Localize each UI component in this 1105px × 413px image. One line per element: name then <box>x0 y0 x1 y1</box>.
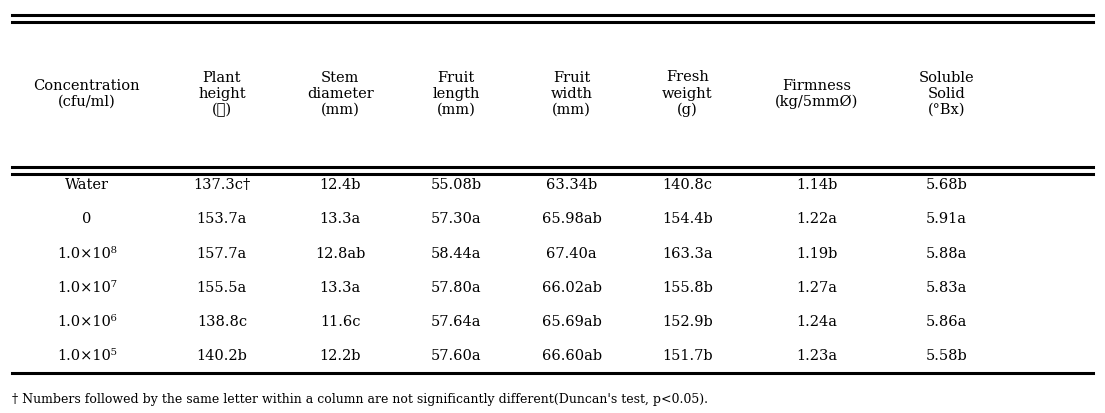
Text: 1.0×10⁷: 1.0×10⁷ <box>57 280 117 294</box>
Text: 55.08b: 55.08b <box>431 178 482 192</box>
Text: 5.91a: 5.91a <box>926 212 967 226</box>
Text: 140.8c: 140.8c <box>663 178 713 192</box>
Text: 1.0×10⁵: 1.0×10⁵ <box>56 349 117 363</box>
Text: 138.8c: 138.8c <box>197 314 246 328</box>
Text: 63.34b: 63.34b <box>546 178 598 192</box>
Text: 66.60ab: 66.60ab <box>541 349 602 363</box>
Text: 5.86a: 5.86a <box>926 314 967 328</box>
Text: 66.02ab: 66.02ab <box>541 280 602 294</box>
Text: 13.3a: 13.3a <box>319 280 361 294</box>
Text: 151.7b: 151.7b <box>662 349 713 363</box>
Text: Fruit
length
(mm): Fruit length (mm) <box>432 71 480 117</box>
Text: 155.8b: 155.8b <box>662 280 713 294</box>
Text: † Numbers followed by the same letter within a column are not significantly diff: † Numbers followed by the same letter wi… <box>12 392 708 405</box>
Text: 65.69ab: 65.69ab <box>541 314 602 328</box>
Text: 1.14b: 1.14b <box>797 178 838 192</box>
Text: 12.2b: 12.2b <box>319 349 361 363</box>
Text: 153.7a: 153.7a <box>197 212 248 226</box>
Text: 5.83a: 5.83a <box>926 280 967 294</box>
Text: Plant
height
(㎍): Plant height (㎍) <box>198 70 245 117</box>
Text: 1.27a: 1.27a <box>797 280 838 294</box>
Text: 1.23a: 1.23a <box>797 349 838 363</box>
Text: 11.6c: 11.6c <box>320 314 360 328</box>
Text: Concentration
(cfu/ml): Concentration (cfu/ml) <box>33 78 140 109</box>
Text: 5.68b: 5.68b <box>926 178 968 192</box>
Text: Stem
diameter
(mm): Stem diameter (mm) <box>307 71 373 117</box>
Text: 67.40a: 67.40a <box>547 246 597 260</box>
Text: 5.58b: 5.58b <box>926 349 967 363</box>
Text: 155.5a: 155.5a <box>197 280 246 294</box>
Text: 12.8ab: 12.8ab <box>315 246 366 260</box>
Text: 1.0×10⁸: 1.0×10⁸ <box>57 246 117 260</box>
Text: 5.88a: 5.88a <box>926 246 967 260</box>
Text: 13.3a: 13.3a <box>319 212 361 226</box>
Text: 65.98ab: 65.98ab <box>541 212 602 226</box>
Text: 163.3a: 163.3a <box>662 246 713 260</box>
Text: Fruit
width
(mm): Fruit width (mm) <box>550 71 592 117</box>
Text: 152.9b: 152.9b <box>662 314 713 328</box>
Text: 154.4b: 154.4b <box>662 212 713 226</box>
Text: 140.2b: 140.2b <box>197 349 248 363</box>
Text: 0: 0 <box>82 212 92 226</box>
Text: 1.19b: 1.19b <box>797 246 838 260</box>
Text: Fresh
weight
(g): Fresh weight (g) <box>662 70 713 117</box>
Text: 1.22a: 1.22a <box>797 212 838 226</box>
Text: 57.60a: 57.60a <box>431 349 482 363</box>
Text: 157.7a: 157.7a <box>197 246 246 260</box>
Text: Firmness
(kg/5mmØ): Firmness (kg/5mmØ) <box>776 78 859 109</box>
Text: 58.44a: 58.44a <box>431 246 482 260</box>
Text: 57.30a: 57.30a <box>431 212 482 226</box>
Text: 1.24a: 1.24a <box>797 314 838 328</box>
Text: 137.3c†: 137.3c† <box>193 178 251 192</box>
Text: Soluble
Solid
(°Bx): Soluble Solid (°Bx) <box>918 71 975 117</box>
Text: 12.4b: 12.4b <box>319 178 361 192</box>
Text: Water: Water <box>65 178 108 192</box>
Text: 57.64a: 57.64a <box>431 314 482 328</box>
Text: 57.80a: 57.80a <box>431 280 482 294</box>
Text: 1.0×10⁶: 1.0×10⁶ <box>57 314 117 328</box>
